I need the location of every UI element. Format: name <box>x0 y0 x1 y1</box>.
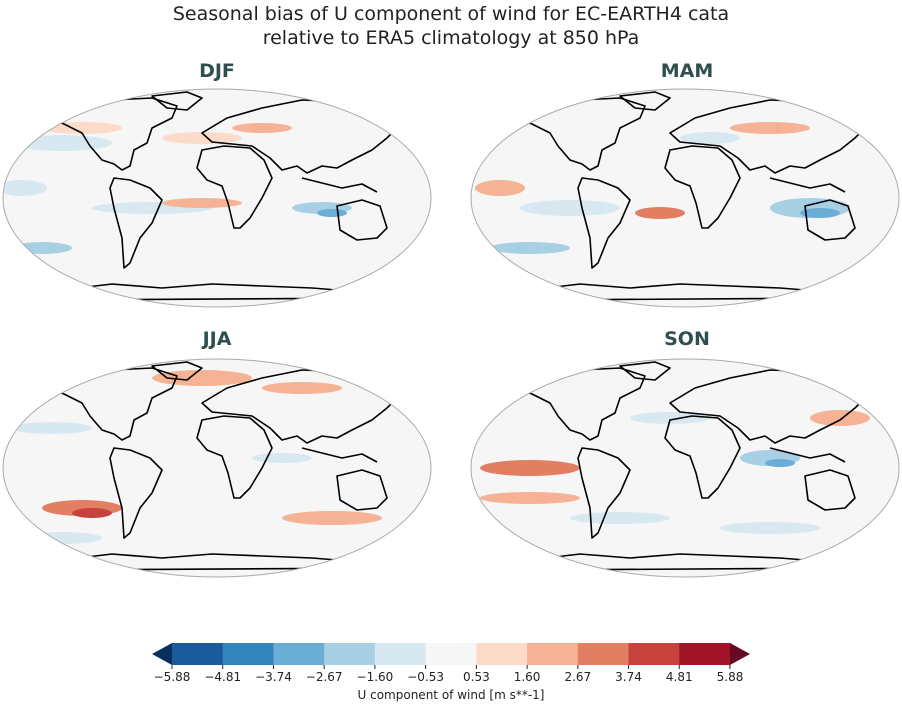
colorbar-tick-label: 4.81 <box>665 670 693 684</box>
colorbar-tick-label: 5.88 <box>716 670 744 684</box>
bias-region <box>680 132 740 144</box>
map-background <box>471 89 899 307</box>
colorbar-bin <box>628 643 680 665</box>
colorbar-bin <box>222 643 274 665</box>
bias-region <box>317 209 347 217</box>
bias-region <box>162 132 242 144</box>
bias-region <box>22 532 102 544</box>
bias-region <box>630 412 710 424</box>
colorbar-bin <box>527 643 579 665</box>
figure-title-line1: Seasonal bias of U component of wind for… <box>172 3 730 25</box>
colorbar-bin <box>679 643 731 665</box>
bias-region <box>730 122 810 134</box>
bias-region <box>42 122 122 134</box>
map-border <box>470 88 900 308</box>
bias-region <box>810 410 870 426</box>
colorbar-bin <box>425 643 477 665</box>
bias-region <box>800 208 840 218</box>
colorbar-tick-label: 2.67 <box>564 670 592 684</box>
colorbar-bin <box>577 643 630 665</box>
bias-region <box>12 135 112 151</box>
bias-region <box>262 382 342 394</box>
colorbar-bin <box>273 643 325 665</box>
bias-region <box>72 508 112 518</box>
map-border <box>470 358 900 578</box>
colorbar-bin <box>172 643 224 665</box>
bias-region <box>480 460 580 476</box>
panel-title-djf: DJF <box>199 60 235 82</box>
bias-region <box>252 453 312 463</box>
bias-region <box>520 200 620 216</box>
colorbar-tick-label: −5.88 <box>153 670 191 684</box>
colorbar-bin <box>374 643 427 665</box>
colorbar-tick-label: 1.60 <box>513 670 541 684</box>
colorbar-tick-label: 0.53 <box>463 670 490 684</box>
bias-region <box>12 242 72 254</box>
figure-title-line2: relative to ERA5 climatology at 850 hPa <box>262 27 640 49</box>
bias-region <box>475 180 525 196</box>
colorbar-bin <box>476 643 528 665</box>
bias-region <box>3 180 47 196</box>
bias-region <box>570 512 670 524</box>
colorbar-bin <box>324 643 376 665</box>
colorbar-label: U component of wind [m s**-1] <box>357 688 545 702</box>
map-panel-jja <box>2 358 432 578</box>
map-border <box>2 88 432 308</box>
panel-title-jja: JJA <box>202 328 232 350</box>
map-border <box>2 358 432 578</box>
map-panel-mam <box>470 88 900 308</box>
bias-region <box>490 242 570 254</box>
colorbar-tick-label: −3.74 <box>255 670 292 684</box>
panel-title-son: SON <box>664 328 710 350</box>
bias-region <box>720 522 820 534</box>
bias-region <box>765 459 795 467</box>
colorbar <box>152 643 750 669</box>
colorbar-over-arrow <box>730 643 750 665</box>
colorbar-tick-label: −0.53 <box>407 670 445 684</box>
bias-region <box>232 123 292 133</box>
bias-region <box>162 198 242 208</box>
colorbar-tick-label: −2.67 <box>305 670 343 684</box>
bias-region <box>480 492 580 504</box>
colorbar-under-arrow <box>152 643 172 665</box>
bias-region <box>635 207 685 219</box>
panel-title-mam: MAM <box>660 60 714 82</box>
map-panel-son <box>470 358 900 578</box>
bias-region <box>282 511 382 525</box>
bias-region <box>12 422 92 434</box>
colorbar-tick-label: −4.81 <box>204 670 242 684</box>
bias-region <box>152 370 252 386</box>
map-panel-djf <box>2 88 432 308</box>
colorbar-tick-label: −1.60 <box>356 670 394 684</box>
colorbar-tick-label: 3.74 <box>615 670 642 684</box>
